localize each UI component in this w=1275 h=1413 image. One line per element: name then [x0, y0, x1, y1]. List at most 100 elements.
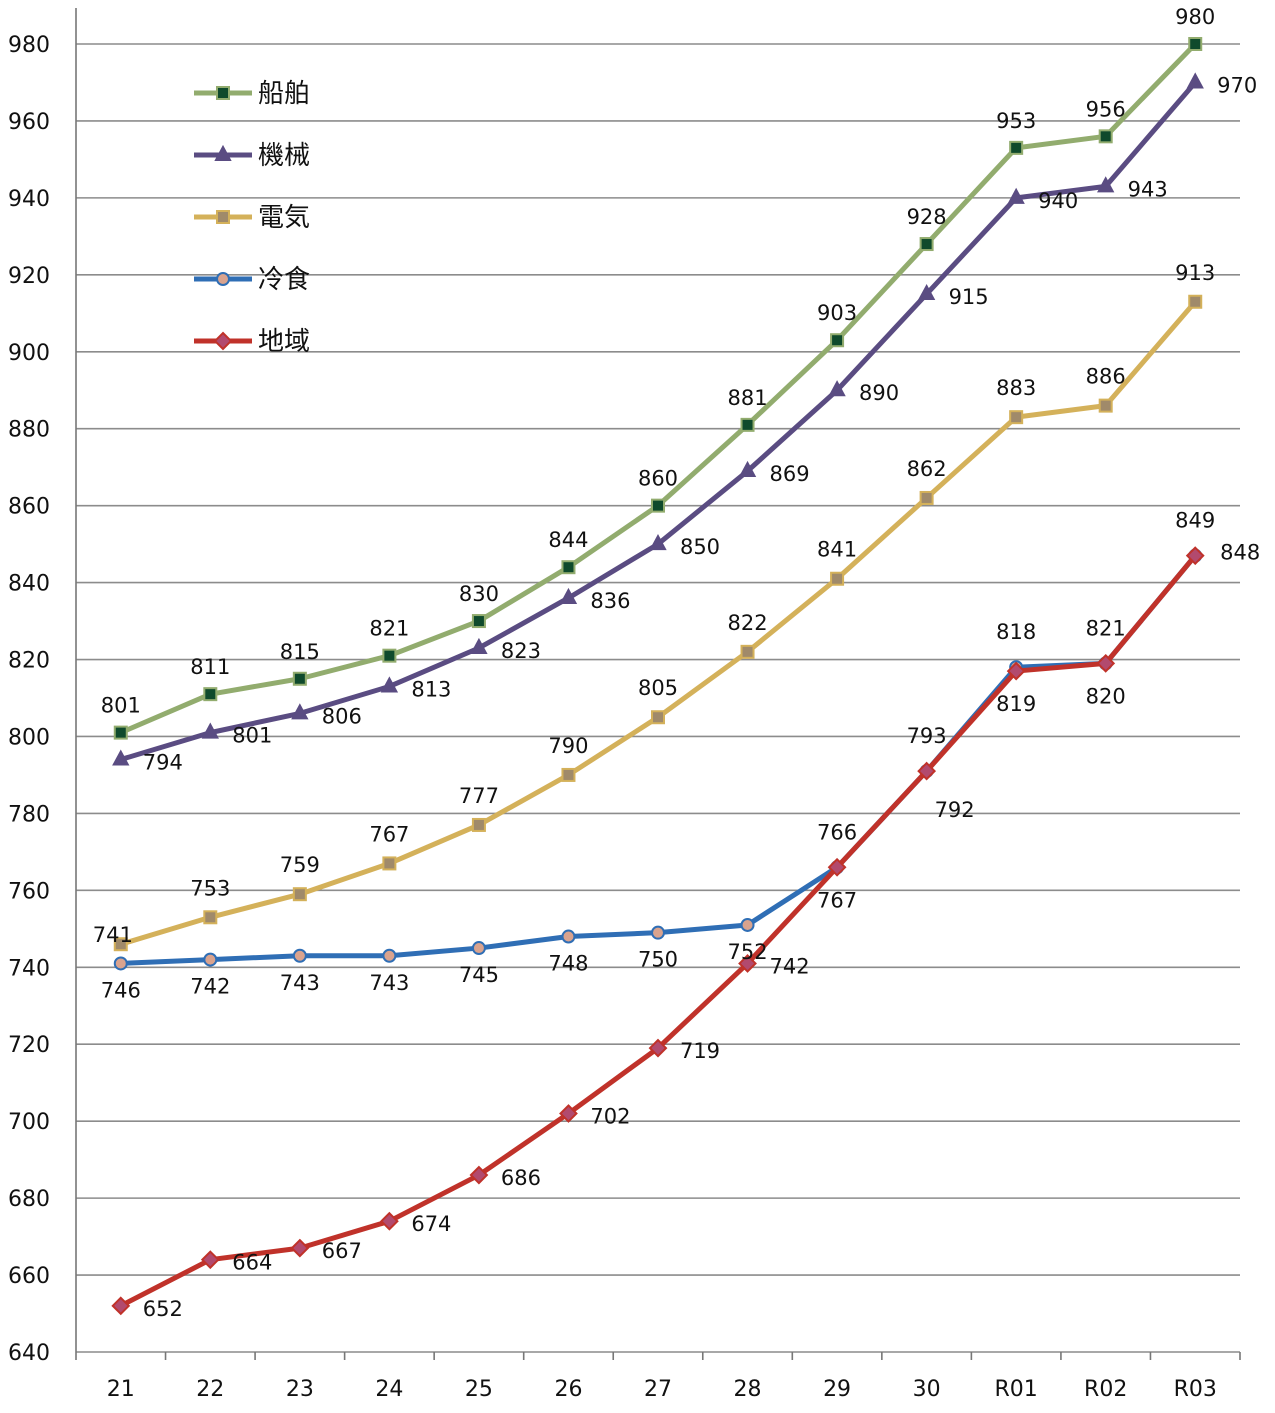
- data-point-地域-24: [379, 1211, 399, 1231]
- x-tick-label-30: 30: [913, 1377, 941, 1402]
- legend-label-地域: 地域: [258, 327, 310, 357]
- data-point-電気-24: [382, 856, 397, 871]
- y-tick-label-860: 860: [8, 495, 50, 520]
- data-label-電気-26: 790: [548, 734, 588, 758]
- legend-marker-電気: [216, 210, 230, 224]
- data-point-船舶-26: [561, 560, 576, 575]
- data-labels: 801 811 815 821 830 844 860 881 903 928 953 956 980 7…: [93, 5, 1261, 1321]
- x-tick-label-R03: R03: [1174, 1377, 1217, 1402]
- data-point-機械-R03: [1186, 72, 1204, 89]
- data-point-機械-26: [559, 587, 578, 604]
- data-point-地域-26: [559, 1104, 578, 1123]
- data-point-電気-R01: [1009, 410, 1024, 425]
- data-point-機械-R01: [1007, 187, 1025, 204]
- y-tick-label-880: 880: [8, 418, 50, 443]
- data-point-機械-27: [649, 534, 667, 551]
- data-label-電気-25: 777: [459, 784, 499, 808]
- y-tick-label-760: 760: [8, 879, 50, 904]
- data-label-船舶-27: 860: [638, 467, 678, 491]
- legend-item-地域: 地域: [194, 327, 310, 357]
- data-label-冷食-30: 793: [907, 724, 947, 748]
- data-point-電気-23: [292, 887, 307, 902]
- y-tick-label-940: 940: [8, 187, 50, 212]
- data-point-冷食-23: [292, 948, 307, 963]
- series-地域: [111, 546, 1205, 1316]
- data-label-機械-R01: 940: [1038, 189, 1078, 213]
- data-point-電気-R03: [1188, 294, 1203, 309]
- data-point-電気-25: [471, 817, 486, 832]
- data-point-船舶-22: [203, 687, 218, 702]
- data-point-機械-25: [470, 637, 488, 654]
- data-label-船舶-29: 903: [817, 301, 857, 325]
- data-label-機械-29: 890: [859, 381, 899, 405]
- data-label-冷食-21: 746: [101, 978, 141, 1002]
- data-label-機械-26: 836: [590, 589, 630, 613]
- data-label-船舶-25: 830: [459, 582, 499, 606]
- x-tick-label-22: 22: [196, 1377, 224, 1402]
- x-tick-label-R01: R01: [995, 1377, 1038, 1402]
- legend-marker-機械: [214, 144, 232, 161]
- data-label-地域-28: 742: [769, 954, 809, 978]
- y-tick-label-920: 920: [8, 264, 50, 289]
- data-label-冷食-29: 766: [817, 820, 857, 844]
- data-point-船舶-29: [830, 333, 845, 348]
- data-label-船舶-24: 821: [369, 617, 409, 641]
- data-label-電気-R03: 913: [1175, 261, 1215, 285]
- data-label-船舶-26: 844: [548, 528, 588, 552]
- data-label-地域-24: 674: [411, 1212, 451, 1236]
- x-axis-tick-labels: 21 22 23 24 25 26 27 28 29 30 R01 R02 R03: [107, 1377, 1217, 1402]
- data-point-電気-R02: [1098, 398, 1113, 413]
- data-point-船舶-24: [382, 648, 397, 663]
- data-label-船舶-R01: 953: [996, 109, 1036, 133]
- series-line-冷食: [120, 554, 1198, 966]
- x-tick-label-21: 21: [107, 1377, 135, 1402]
- data-point-船舶-R03: [1188, 37, 1203, 51]
- x-tick-label-R02: R02: [1084, 1377, 1127, 1402]
- data-point-機械-21: [112, 749, 130, 766]
- data-label-地域-27: 719: [680, 1039, 720, 1063]
- legend-item-船舶: 船舶: [194, 79, 310, 109]
- data-label-地域-R01: 819: [996, 692, 1036, 716]
- data-label-冷食-24: 743: [369, 971, 409, 995]
- data-label-電気-24: 767: [369, 822, 409, 846]
- data-point-冷食-27: [651, 925, 665, 940]
- data-label-電気-27: 805: [638, 676, 678, 700]
- data-point-電気-26: [561, 767, 576, 782]
- x-tick-label-29: 29: [823, 1377, 851, 1402]
- data-point-冷食-21: [113, 956, 128, 971]
- data-label-船舶-22: 811: [190, 655, 230, 679]
- data-point-地域-R01: [1006, 661, 1026, 681]
- axes: [75, 8, 1241, 1360]
- y-tick-label-960: 960: [8, 110, 50, 135]
- data-label-船舶-21: 801: [101, 694, 141, 718]
- y-tick-label-720: 720: [8, 1033, 50, 1058]
- legend-label-冷食: 冷食: [258, 265, 310, 295]
- series-船舶: [113, 37, 1203, 740]
- data-label-冷食-23: 743: [280, 971, 320, 995]
- legend-label-電気: 電気: [258, 203, 310, 233]
- y-tick-label-680: 680: [8, 1187, 50, 1212]
- data-label-機械-24: 813: [411, 677, 451, 701]
- data-label-冷食-26: 748: [548, 952, 588, 976]
- data-point-冷食-24: [382, 948, 397, 963]
- data-point-電気-22: [203, 910, 218, 925]
- data-point-冷食-22: [203, 952, 218, 967]
- data-label-船舶-R03: 980: [1175, 5, 1215, 29]
- x-tick-label-25: 25: [465, 1377, 493, 1402]
- data-point-機械-29: [828, 380, 846, 397]
- data-label-冷食-28: 752: [727, 940, 767, 964]
- data-label-船舶-R02: 956: [1086, 97, 1126, 121]
- data-point-地域-25: [469, 1165, 489, 1185]
- data-label-地域-29: 767: [817, 888, 857, 912]
- series-lines: [111, 37, 1205, 1316]
- data-label-冷食-25: 745: [459, 963, 499, 987]
- data-label-機械-R02: 943: [1128, 177, 1168, 201]
- y-tick-label-820: 820: [8, 649, 50, 674]
- data-label-機械-25: 823: [501, 639, 541, 663]
- legend-item-冷食: 冷食: [194, 265, 310, 295]
- y-tick-label-700: 700: [8, 1110, 50, 1135]
- data-point-電気-28: [740, 644, 755, 659]
- data-label-地域-R03: 848: [1220, 541, 1260, 565]
- data-point-地域-23: [290, 1238, 310, 1258]
